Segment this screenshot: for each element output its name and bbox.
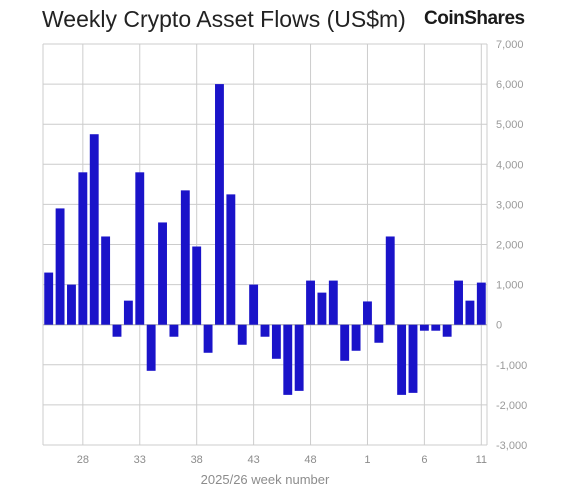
y-tick-label: 0 [496, 320, 502, 332]
bar-week-3 [385, 236, 395, 325]
y-tick-label: -1,000 [496, 360, 527, 372]
y-axis-ticks: 7,000 6,000 5,000 4,000 3,000 2,000 1,000 0 -1,0… [496, 39, 527, 452]
bar-week-38 [192, 246, 202, 325]
bar-week-43 [249, 284, 259, 325]
bar-week-34 [146, 324, 156, 371]
bar-week-27 [67, 284, 76, 325]
bar-week-35 [158, 222, 167, 325]
bar-week-51 [340, 324, 350, 361]
y-tick-label: 7,000 [496, 39, 524, 51]
bar-week-33 [135, 172, 145, 325]
bar-week-6 [419, 324, 429, 331]
x-tick-label: 1 [364, 454, 370, 466]
bar-week-47 [294, 324, 304, 391]
bar-week-31 [112, 324, 122, 337]
brand-logo: CoinShares [424, 8, 525, 29]
x-axis-ticks: 28 33 38 43 48 1 6 11 [77, 454, 487, 466]
bar-week-9 [454, 280, 463, 325]
bar-week-30 [101, 236, 111, 325]
x-tick-label: 38 [191, 454, 203, 466]
bar-week-2 [374, 324, 384, 343]
y-tick-label: -3,000 [496, 440, 527, 452]
bar-week-25 [44, 272, 54, 325]
bar-week-7 [431, 324, 441, 331]
bar-week-29 [89, 134, 99, 325]
x-tick-label: 48 [304, 454, 316, 466]
x-tick-label: 6 [421, 454, 427, 466]
bar-week-50 [328, 280, 338, 325]
bar-week-1 [363, 301, 372, 325]
bar-week-40 [215, 84, 224, 325]
bar-week-44 [260, 324, 270, 337]
bar-week-36 [169, 324, 179, 337]
bar-week-4 [397, 324, 407, 395]
bar-week-37 [180, 190, 190, 325]
bar-week-45 [271, 324, 281, 359]
y-tick-label: 5,000 [496, 119, 524, 131]
y-tick-label: 2,000 [496, 240, 524, 252]
bar-week-52 [351, 324, 361, 351]
y-tick-label: 1,000 [496, 280, 524, 292]
y-tick-label: 6,000 [496, 79, 524, 91]
x-tick-label: 28 [77, 454, 89, 466]
bar-week-41 [226, 194, 236, 325]
bar-week-11 [476, 282, 486, 325]
bar-week-10 [465, 300, 475, 325]
bar-week-32 [123, 300, 133, 325]
bar-week-46 [283, 324, 293, 395]
y-tick-label: 4,000 [496, 159, 524, 171]
chart-title: Weekly Crypto Asset Flows (US$m) [42, 6, 406, 32]
x-tick-label: 11 [476, 454, 487, 466]
bars [44, 84, 486, 395]
x-axis-label: 2025/26 week number [201, 472, 330, 487]
x-tick-label: 33 [134, 454, 146, 466]
bar-week-42 [237, 324, 247, 345]
y-tick-label: -2,000 [496, 400, 527, 412]
bar-week-39 [203, 324, 213, 353]
x-tick-label: 43 [247, 454, 259, 466]
y-tick-label: 3,000 [496, 199, 524, 211]
bar-week-28 [78, 172, 88, 325]
bar-week-5 [408, 324, 418, 393]
bar-week-8 [442, 324, 452, 337]
bar-week-26 [55, 208, 65, 325]
bar-week-49 [317, 292, 327, 325]
bar-week-48 [306, 280, 315, 325]
